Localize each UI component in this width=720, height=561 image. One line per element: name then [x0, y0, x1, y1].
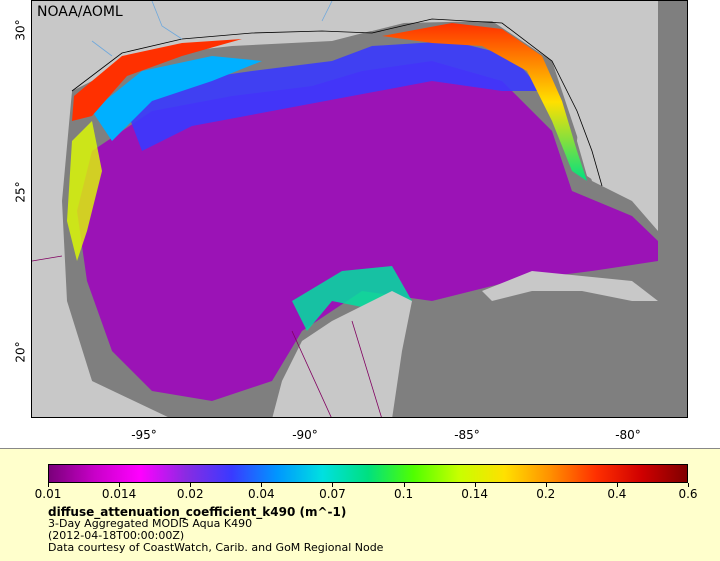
colorbar-tick-label: 0.2: [536, 487, 556, 501]
colorbar-tick-label: 0.6: [678, 487, 698, 501]
land-north: [32, 1, 687, 141]
border-line: [32, 255, 382, 417]
land-florida: [577, 1, 632, 186]
land-yucatan: [272, 291, 412, 417]
river: [91, 1, 333, 57]
x-tick-label: -95°: [131, 428, 157, 442]
data-courtesy: Data courtesy of CoastWatch, Carib. and …: [48, 541, 384, 554]
colorbar-tick: [119, 483, 121, 487]
ocean-clear-water: [77, 61, 658, 401]
colorbar-tick: [403, 483, 405, 487]
colorbar-tick: [48, 483, 49, 487]
coastline: [71, 18, 603, 187]
colorbar-tick-label: 0.02: [176, 487, 204, 501]
x-tick-label: -90°: [292, 428, 318, 442]
colorbar-tick: [332, 483, 334, 487]
yucatan-shelf: [292, 266, 412, 331]
map-view[interactable]: NOAA/AOML: [31, 0, 688, 418]
colorbar-tick-label: 0.14: [461, 487, 489, 501]
colorbar-tick-label: 0.014: [101, 487, 137, 501]
colorbar-tick: [545, 483, 547, 487]
dataset-description: 3-Day Aggregated MODIS Aqua K490: [48, 517, 253, 530]
coastal-turbid-east: [382, 23, 587, 181]
legend-panel: diffuse_attenuation_coefficient_k490 (m^…: [0, 448, 720, 561]
colorbar-tick: [688, 483, 689, 487]
colorbar-tick: [474, 483, 476, 487]
colorbar-tick: [261, 483, 263, 487]
ocean-cyan-band: [92, 56, 262, 141]
colorbar: [48, 464, 688, 483]
colorbar-tick-label: 0.01: [34, 487, 62, 501]
y-tick-label: 25°: [13, 181, 28, 203]
y-tick-label: 20°: [13, 341, 28, 363]
map-image: [32, 1, 687, 417]
colorbar-tick: [190, 483, 192, 487]
colorbar-tick-label: 0.07: [319, 487, 346, 501]
y-tick-label: 30°: [13, 19, 28, 41]
coastal-turbid-water: [72, 39, 242, 121]
land-west: [32, 91, 130, 417]
colorbar-tick-label: 0.1: [394, 487, 414, 501]
ocean-blue-band: [127, 41, 542, 151]
coastal-west-yellow: [67, 121, 102, 261]
time-stamp: (2012-04-18T00:00:00Z): [48, 529, 185, 542]
colorbar-tick: [616, 483, 618, 487]
land-cuba: [482, 271, 658, 301]
x-tick-label: -80°: [615, 428, 641, 442]
variable-name: diffuse_attenuation_coefficient_k490 (m^…: [48, 505, 347, 519]
x-tick-label: -85°: [454, 428, 480, 442]
no-data-strip: [658, 1, 687, 417]
colorbar-tick-label: 0.4: [607, 487, 627, 501]
colorbar-tick-label: 0.04: [247, 487, 275, 501]
credit-label: NOAA/AOML: [37, 4, 123, 20]
